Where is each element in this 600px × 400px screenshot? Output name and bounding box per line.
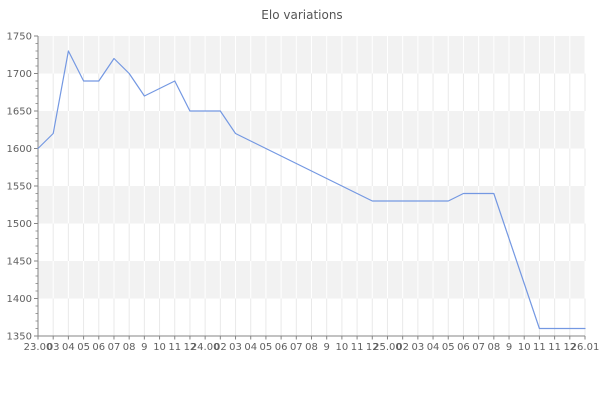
x-tick-label: 10 <box>518 342 531 353</box>
y-tick-label: 1700 <box>7 69 32 80</box>
x-tick-label: 06 <box>275 342 288 353</box>
x-tick-label: 26.01 <box>571 342 600 353</box>
y-tick-label: 1550 <box>7 182 32 193</box>
vertical-gridlines <box>52 36 586 336</box>
x-tick-label: 06 <box>457 342 470 353</box>
x-tick-label: 04 <box>244 342 257 353</box>
y-tick-label: 1600 <box>7 144 32 155</box>
x-tick-label: 08 <box>123 342 136 353</box>
y-axis-ticks <box>34 35 38 337</box>
x-tick-label: 07 <box>108 342 121 353</box>
axis-tick-labels: 1750 1700 1650 1600 1550 1500 1450 1400 135023.0… <box>7 32 600 354</box>
x-tick-label: 04 <box>427 342 440 353</box>
x-tick-label: 07 <box>472 342 485 353</box>
elo-series-line <box>37 50 586 330</box>
x-tick-label: 03 <box>47 342 60 353</box>
x-tick-label: 11 <box>548 342 561 353</box>
elo-line <box>37 50 586 330</box>
x-tick-label: 12 <box>184 342 197 353</box>
x-tick-label: 11 <box>351 342 364 353</box>
y-tick-label: 1400 <box>7 294 32 305</box>
x-tick-label: 07 <box>290 342 303 353</box>
x-tick-label: 12 <box>366 342 379 353</box>
x-tick-label: 08 <box>305 342 318 353</box>
x-tick-label: 24.00 <box>191 342 220 353</box>
x-tick-label: 06 <box>92 342 105 353</box>
x-tick-label: 9 <box>506 342 512 353</box>
chart-title: Elo variations <box>261 8 342 22</box>
x-tick-label: 11 <box>168 342 181 353</box>
x-tick-label: 10 <box>336 342 349 353</box>
y-tick-label: 1350 <box>7 332 32 343</box>
x-tick-label: 9 <box>141 342 147 353</box>
x-tick-label: 02 <box>396 342 409 353</box>
y-tick-label: 1450 <box>7 257 32 268</box>
y-tick-label: 1750 <box>7 32 32 43</box>
x-tick-label: 05 <box>442 342 455 353</box>
x-tick-label: 11 <box>533 342 546 353</box>
y-tick-label: 1500 <box>7 219 32 230</box>
x-tick-label: 23.00 <box>24 342 53 353</box>
x-tick-label: 02 <box>214 342 227 353</box>
x-tick-label: 25.00 <box>373 342 402 353</box>
y-tick-label: 1650 <box>7 107 32 118</box>
x-tick-label: 9 <box>324 342 330 353</box>
x-tick-label: 10 <box>153 342 166 353</box>
x-tick-label: 03 <box>229 342 242 353</box>
x-axis-ticks <box>37 336 586 340</box>
x-tick-label: 08 <box>487 342 500 353</box>
x-tick-label: 05 <box>260 342 273 353</box>
x-tick-label: 12 <box>563 342 576 353</box>
x-tick-label: 04 <box>62 342 75 353</box>
x-tick-label: 05 <box>77 342 90 353</box>
x-tick-label: 03 <box>411 342 424 353</box>
